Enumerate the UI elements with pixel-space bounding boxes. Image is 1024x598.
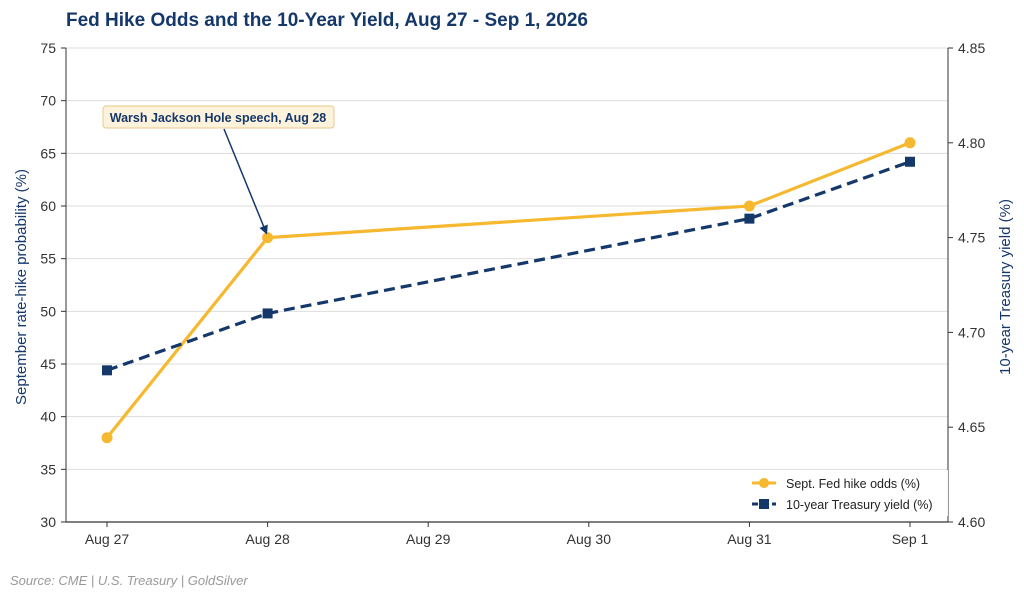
annotation: Warsh Jackson Hole speech, Aug 28 (102, 105, 335, 235)
y-tick-label-45: 45 (40, 356, 56, 372)
legend-marker-treasury-yield (759, 499, 769, 509)
x-tick-label-Aug 27: Aug 27 (85, 531, 130, 547)
y2-tick-label-4.65: 4.65 (958, 419, 985, 435)
x-tick-label-Aug 29: Aug 29 (406, 531, 451, 547)
x-tick-label-Aug 31: Aug 31 (727, 531, 772, 547)
y-tick-label-30: 30 (40, 514, 56, 530)
series-layer (101, 137, 916, 444)
legend-background (748, 470, 948, 516)
series-0-point-Aug 31 (743, 200, 755, 212)
series-line-0 (105, 141, 912, 440)
series-1-point-Sep 1 (905, 156, 915, 167)
x-tick-label-Aug 30: Aug 30 (567, 531, 612, 547)
series-0-point-Aug 28 (262, 232, 274, 244)
legend-label-treasury-yield: 10-year Treasury yield (%) (786, 498, 933, 512)
y2-tick-label-4.80: 4.80 (958, 135, 985, 151)
series-1-point-Aug 27 (102, 365, 112, 376)
annotation-box (102, 105, 335, 129)
y-tick-label-55: 55 (40, 251, 56, 267)
y-tick-label-75: 75 (40, 40, 56, 56)
series-line-1 (106, 160, 911, 372)
y-tick-label-70: 70 (40, 93, 56, 109)
y-tick-label-50: 50 (40, 303, 56, 319)
y-tick-label-40: 40 (40, 409, 56, 425)
y2-axis-label: 10-year Treasury yield (%) (997, 199, 1014, 375)
legend-label-hike-odds: Sept. Fed hike odds (%) (786, 477, 920, 491)
y2-tick-label-4.85: 4.85 (958, 40, 985, 56)
y2-tick-label-4.70: 4.70 (958, 324, 985, 340)
series-1-point-Aug 31 (744, 213, 755, 224)
legend: Sept. Fed hike odds (%) 10-year Treasury… (748, 470, 948, 516)
source-note: Source: CME | U.S. Treasury | GoldSilver (10, 573, 248, 588)
y-tick-label-65: 65 (40, 145, 56, 161)
axes: 30 35 40 45 50 55 60 65 70 75 4.60 4.65 4.70 4.75 4.80… (40, 40, 985, 547)
annotation-arrow (223, 128, 268, 235)
x-tick-label-Sep 1: Sep 1 (892, 531, 929, 547)
y2-tick-label-4.60: 4.60 (958, 514, 985, 530)
y2-tick-label-4.75: 4.75 (958, 230, 985, 246)
y-tick-label-60: 60 (40, 198, 56, 214)
annotation-text: Warsh Jackson Hole speech, Aug 28 (110, 111, 327, 125)
series-0-point-Aug 27 (101, 432, 113, 444)
chart-title: Fed Hike Odds and the 10-Year Yield, Aug… (66, 10, 588, 31)
grid-lines (66, 47, 948, 470)
series-1-point-Aug 28 (262, 308, 273, 319)
series-0-point-Sep 1 (904, 137, 916, 149)
y-tick-label-35: 35 (40, 461, 56, 477)
y-axis-label: September rate-hike probability (%) (13, 169, 30, 405)
x-tick-label-Aug 28: Aug 28 (245, 531, 290, 547)
legend-marker-hike-odds (759, 478, 769, 488)
